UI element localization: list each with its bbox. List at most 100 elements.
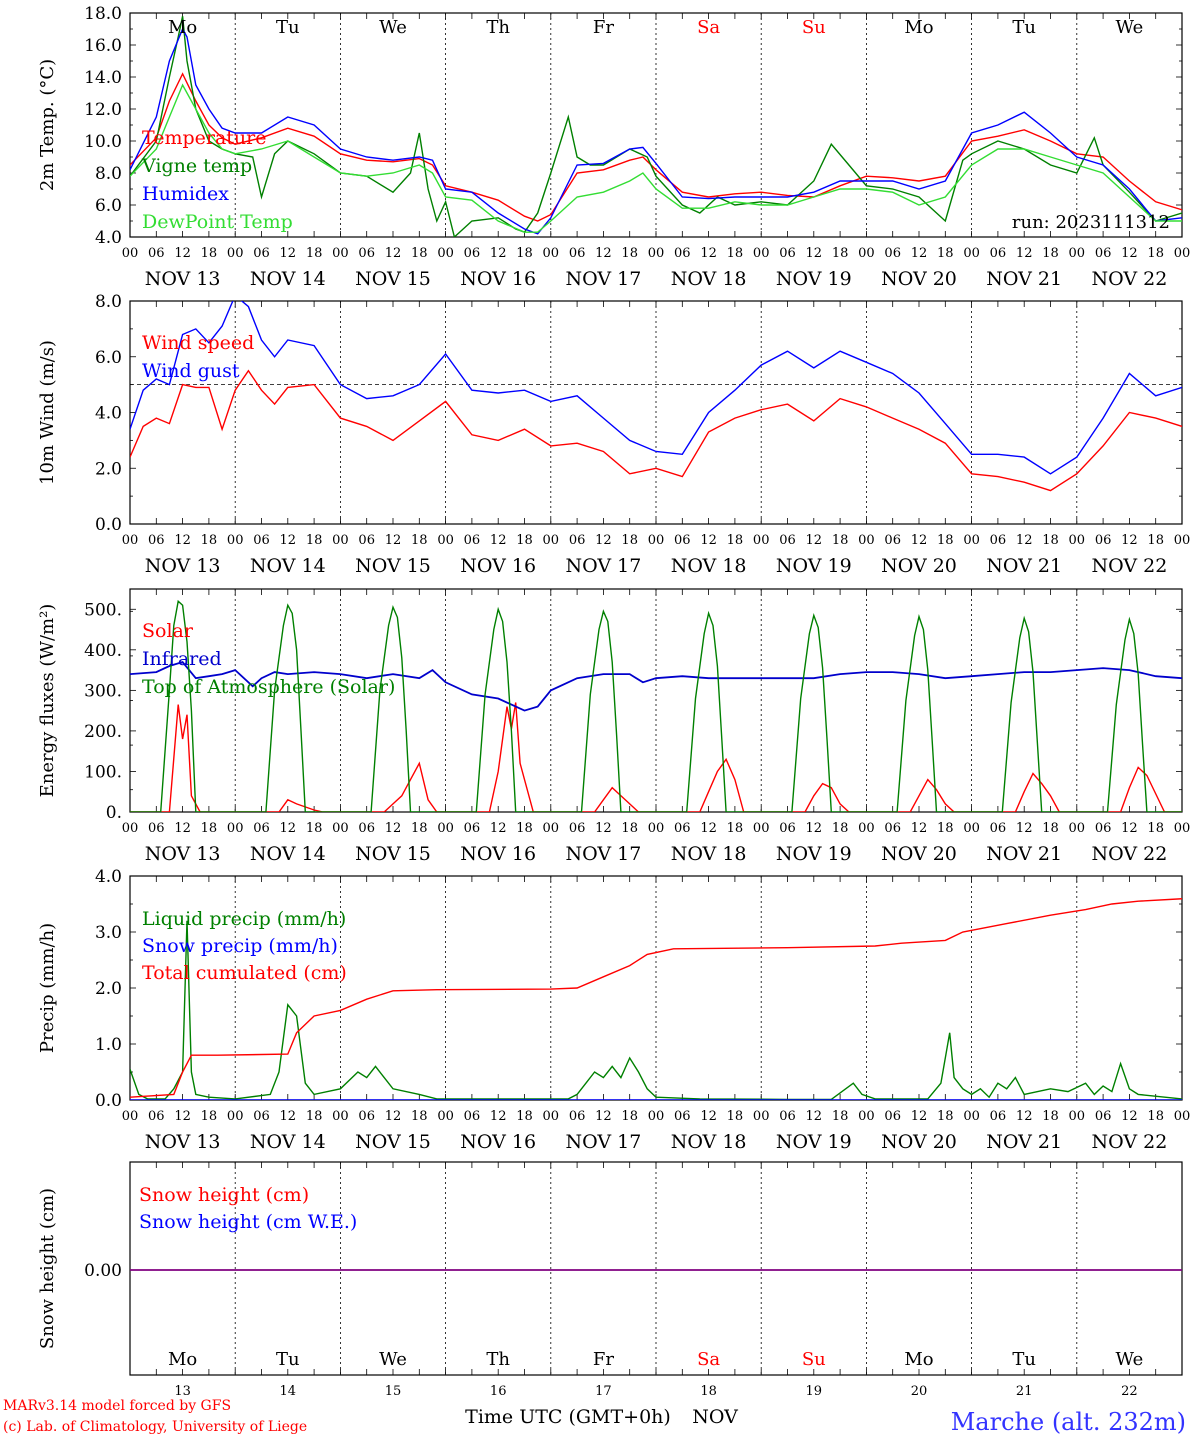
hour-tick-label: 12: [385, 1109, 402, 1124]
day-label: Mo: [168, 1349, 197, 1370]
hour-tick-label: 00: [543, 533, 560, 548]
date-label: NOV 22: [1091, 555, 1167, 577]
day-number-label: 13: [174, 1384, 191, 1399]
date-label: NOV 16: [460, 843, 536, 865]
y-tick-label: 18.0: [84, 4, 122, 24]
hour-tick-label: 12: [1016, 246, 1033, 261]
hour-tick-label: 00: [648, 821, 665, 836]
day-label: Mo: [904, 1349, 933, 1370]
series-line-wind-speed: [130, 369, 1182, 492]
hour-tick-label: 00: [753, 246, 770, 261]
hour-tick-label: 12: [1121, 533, 1138, 548]
hour-tick-label: 06: [253, 533, 270, 548]
date-label: NOV 18: [671, 555, 747, 577]
day-number-label: 21: [1016, 1384, 1033, 1399]
date-label: NOV 13: [145, 1131, 221, 1153]
hour-tick-label: 12: [1016, 821, 1033, 836]
legend-entry: Temperature: [142, 127, 266, 149]
date-label: NOV 21: [986, 1131, 1062, 1153]
hour-tick-label: 00: [543, 821, 560, 836]
hour-tick-label: 06: [569, 533, 586, 548]
hour-tick-label: 12: [806, 533, 823, 548]
hour-tick-label: 00: [1069, 1109, 1086, 1124]
hour-tick-label: 00: [963, 533, 980, 548]
hour-tick-label: 06: [674, 533, 691, 548]
hour-tick-label: 06: [253, 246, 270, 261]
date-label: NOV 18: [671, 268, 747, 290]
date-label: NOV 20: [881, 555, 957, 577]
hour-tick-label: 12: [1121, 1109, 1138, 1124]
hour-tick-label: 12: [911, 246, 928, 261]
date-label: NOV 19: [776, 268, 852, 290]
y-tick-label: 3.0: [95, 923, 122, 943]
series-line-total-cumulated-cm-: [130, 898, 1182, 1098]
day-label: Th: [486, 17, 510, 38]
hour-tick-label: 18: [1147, 533, 1164, 548]
y-tick-label: 6.0: [95, 196, 122, 216]
hour-tick-label: 18: [727, 246, 744, 261]
day-number-label: 18: [700, 1384, 717, 1399]
hour-tick-label: 18: [411, 246, 428, 261]
hour-tick-label: 18: [727, 821, 744, 836]
date-label: NOV 17: [565, 1131, 641, 1153]
y-tick-label: 0.: [106, 803, 122, 823]
day-label: Su: [802, 1349, 826, 1370]
hour-tick-label: 00: [648, 1109, 665, 1124]
y-tick-label: 8.0: [95, 292, 122, 312]
hour-tick-label: 12: [595, 533, 612, 548]
hour-tick-label: 12: [911, 821, 928, 836]
y-tick-label: 8.0: [95, 164, 122, 184]
hour-tick-label: 06: [779, 1109, 796, 1124]
hour-tick-label: 00: [332, 821, 349, 836]
hour-tick-label: 06: [358, 821, 375, 836]
day-label: Mo: [168, 17, 197, 38]
y-tick-label: 4.0: [95, 404, 122, 424]
hour-tick-label: 00: [122, 533, 139, 548]
date-label: NOV 15: [355, 843, 431, 865]
hour-tick-label: 06: [1095, 821, 1112, 836]
hour-tick-label: 06: [569, 246, 586, 261]
hour-tick-label: 12: [174, 821, 191, 836]
legend-entry: Snow precip (mm/h): [142, 935, 338, 957]
y-tick-label: 4.0: [95, 867, 122, 887]
hour-tick-label: 18: [621, 1109, 638, 1124]
hour-tick-label: 18: [411, 533, 428, 548]
date-label: NOV 18: [671, 1131, 747, 1153]
hour-tick-label: 06: [148, 533, 165, 548]
y-tick-label: 2.0: [95, 979, 122, 999]
day-label: We: [379, 17, 407, 38]
date-label: NOV 19: [776, 1131, 852, 1153]
date-label: NOV 16: [460, 1131, 536, 1153]
day-number-label: 16: [490, 1384, 507, 1399]
hour-tick-label: 00: [858, 1109, 875, 1124]
day-label: We: [379, 1349, 407, 1370]
legend-entry: Snow height (cm): [139, 1184, 309, 1206]
hour-tick-label: 12: [490, 821, 507, 836]
legend-entry: Top of Atmosphere (Solar): [142, 676, 395, 698]
day-label: Sa: [697, 17, 720, 38]
hour-tick-label: 18: [621, 246, 638, 261]
hour-tick-label: 12: [385, 533, 402, 548]
hour-tick-label: 00: [543, 1109, 560, 1124]
hour-tick-label: 06: [779, 821, 796, 836]
day-number-label: 15: [385, 1384, 402, 1399]
day-label: Fr: [593, 1349, 614, 1370]
hour-tick-label: 18: [1042, 246, 1059, 261]
day-label: Tu: [1012, 17, 1036, 38]
hour-tick-label: 06: [148, 1109, 165, 1124]
y-tick-label: 400.: [84, 641, 122, 661]
y-tick-label: 100.: [84, 762, 122, 782]
date-label: NOV 19: [776, 555, 852, 577]
hour-tick-label: 18: [306, 246, 323, 261]
y-tick-label: 4.0: [95, 228, 122, 248]
day-label: Tu: [276, 17, 300, 38]
hour-tick-label: 18: [832, 1109, 849, 1124]
hour-tick-label: 12: [700, 821, 717, 836]
date-label: NOV 20: [881, 268, 957, 290]
hour-tick-label: 18: [411, 821, 428, 836]
y-tick-label: 10.0: [84, 132, 122, 152]
y-tick-label: 14.0: [84, 68, 122, 88]
legend-entry: Vigne temp: [141, 155, 252, 177]
hour-tick-label: 00: [1174, 533, 1191, 548]
date-label: NOV 16: [460, 268, 536, 290]
